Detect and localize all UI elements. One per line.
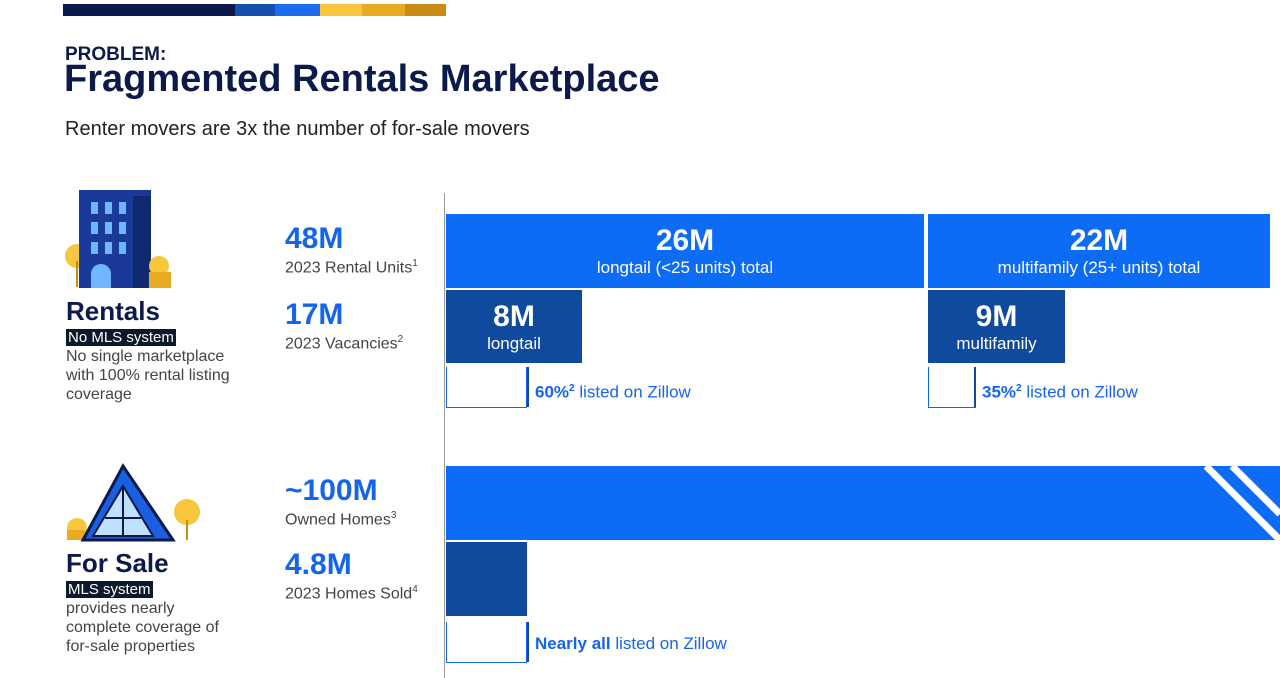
building-icon — [65, 190, 171, 288]
section-label: Rentals — [66, 296, 160, 326]
row-label: 2023 Vacancies2 — [285, 334, 403, 353]
section-tag: MLS system — [66, 581, 153, 598]
listed-share: 35% — [982, 382, 1017, 402]
owned-bar — [446, 466, 1280, 540]
row-value: 4.8M — [285, 548, 352, 581]
listed-share: 60% — [535, 382, 570, 402]
segment-label: longtail (<25 units) total — [596, 258, 774, 277]
listed-text: listed on Zillow — [615, 634, 727, 653]
listed-box — [928, 367, 976, 408]
sold-bar — [446, 542, 527, 616]
section-tag: No MLS system — [66, 329, 176, 346]
listed-box — [446, 622, 527, 663]
section-label: For Sale — [66, 548, 169, 578]
row-label: 2023 Homes Sold4 — [285, 584, 418, 603]
listed-note: Nearly all listed on Zillow — [527, 622, 727, 662]
row-label: Owned Homes3 — [285, 510, 396, 529]
color-strip — [63, 4, 446, 16]
subtitle: Renter movers are 3x the number of for-s… — [65, 118, 530, 140]
listed-text: listed on Zillow — [1026, 382, 1138, 402]
footnote: 2 — [1016, 383, 1022, 394]
section-description: provides nearly complete coverage of for… — [66, 600, 219, 655]
row-label-text: Owned Homes — [285, 511, 391, 529]
footnote: 4 — [412, 584, 418, 595]
segment-value: 22M — [1069, 224, 1129, 257]
segment-label: longtail — [487, 334, 541, 353]
row-label-text: 2023 Homes Sold — [285, 585, 413, 603]
listed-note: 60%2 listed on Zillow — [527, 367, 691, 407]
segment-label: multifamily — [956, 334, 1037, 353]
segment-value: 8M — [493, 300, 535, 333]
row-label: 2023 Rental Units1 — [285, 258, 418, 277]
row-label-text: 2023 Rental Units — [285, 259, 413, 277]
row-value: 48M — [285, 222, 344, 255]
segment-bar: 8M longtail — [446, 290, 582, 363]
listed-note: 35%2 listed on Zillow — [974, 367, 1138, 407]
listed-text: listed on Zillow — [579, 382, 691, 402]
listed-share: Nearly all — [535, 634, 611, 653]
divider — [444, 193, 445, 678]
footnote: 2 — [569, 383, 575, 394]
segment-value: 26M — [655, 224, 715, 257]
segment-bar: 9M multifamily — [928, 290, 1065, 363]
row-label-text: 2023 Vacancies — [285, 335, 398, 353]
footnote: 2 — [397, 334, 404, 345]
footnote: 1 — [412, 258, 418, 269]
row-value: 17M — [285, 298, 344, 331]
segment-value: 9M — [975, 300, 1018, 333]
title: Fragmented Rentals Marketplace — [64, 58, 660, 100]
section-description: No single marketplace with 100% rental l… — [66, 348, 230, 403]
segment-label: multifamily (25+ units) total — [997, 258, 1201, 277]
listed-box — [446, 367, 527, 408]
row-value: ~100M — [285, 474, 378, 507]
house-icon — [67, 463, 200, 542]
segment-bar: 26M longtail (<25 units) total — [446, 214, 924, 288]
segment-bar: 22M multifamily (25+ units) total — [928, 214, 1270, 288]
footnote: 3 — [390, 510, 397, 521]
eyebrow: PROBLEM: — [65, 44, 167, 65]
